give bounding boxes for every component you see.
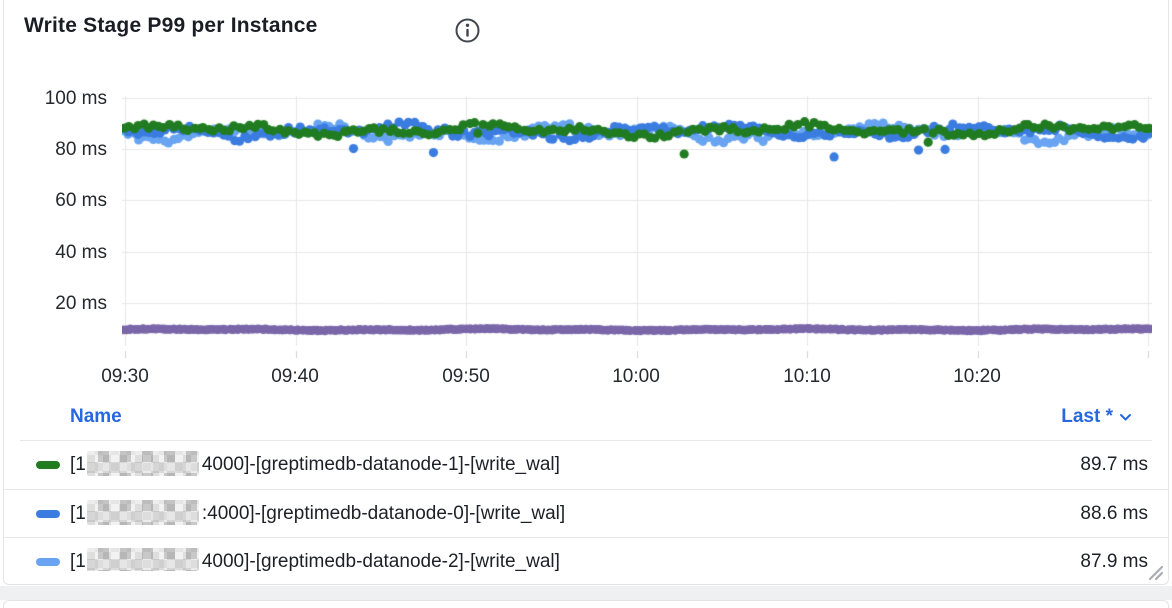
panel-resize-handle[interactable] xyxy=(1144,561,1164,581)
series-color-marker xyxy=(36,558,60,566)
legend-row-datanode-1[interactable]: [1 4000]-[greptimedb-datanode-1]-[write_w… xyxy=(4,441,1168,489)
redacted-ip-mosaic xyxy=(86,548,199,571)
panel-title: Write Stage P99 per Instance xyxy=(24,14,318,37)
series-name: [1:4000]-[greptimedb-datanode-0]-[write_… xyxy=(70,490,565,538)
redacted-ip-mosaic xyxy=(86,500,199,525)
x-tick-label: 10:20 xyxy=(953,366,1001,387)
series-name: [1 4000]-[greptimedb-datanode-1]-[write_w… xyxy=(70,441,560,489)
info-icon[interactable] xyxy=(454,17,481,44)
write-stage-p99-panel: Write Stage P99 per Instance 100 ms 80 m… xyxy=(3,0,1169,585)
legend-table: [1 4000]-[greptimedb-datanode-1]-[write_w… xyxy=(4,441,1168,571)
legend-sort-name-header[interactable]: Name xyxy=(70,406,122,427)
series-name: [1 4000]-[greptimedb-datanode-2]-[write_w… xyxy=(70,538,560,571)
x-tick-label: 10:10 xyxy=(783,366,831,387)
scatter-plot-area[interactable] xyxy=(122,88,1152,358)
legend-row-datanode-0[interactable]: [1:4000]-[greptimedb-datanode-0]-[write_… xyxy=(4,489,1168,537)
y-tick-label: 40 ms xyxy=(55,242,107,263)
x-tick-label: 10:00 xyxy=(612,366,660,387)
series-last-value: 87.9 ms xyxy=(1080,551,1148,571)
x-tick-label: 09:40 xyxy=(271,366,319,387)
legend-sort-last-header[interactable]: Last * xyxy=(1061,406,1132,428)
series-color-marker xyxy=(36,510,60,518)
y-tick-label: 20 ms xyxy=(55,293,107,314)
series-last-value: 89.7 ms xyxy=(1080,454,1148,475)
x-tick-label: 09:50 xyxy=(442,366,490,387)
legend-row-datanode-2[interactable]: [1 4000]-[greptimedb-datanode-2]-[write_w… xyxy=(4,537,1168,571)
chevron-down-icon xyxy=(1120,413,1131,420)
legend-sort-last-label: Last * xyxy=(1061,406,1113,427)
y-tick-label: 100 ms xyxy=(44,88,107,109)
y-tick-label: 60 ms xyxy=(55,190,107,211)
panel-gap xyxy=(0,586,1172,600)
next-panel-top-edge xyxy=(3,600,1169,608)
series-last-value: 88.6 ms xyxy=(1080,503,1148,524)
series-color-marker xyxy=(36,461,60,469)
x-tick-label: 09:30 xyxy=(101,366,149,387)
redacted-ip-mosaic xyxy=(86,451,199,476)
y-tick-label: 80 ms xyxy=(55,139,107,160)
legend-header-divider xyxy=(20,440,1152,441)
